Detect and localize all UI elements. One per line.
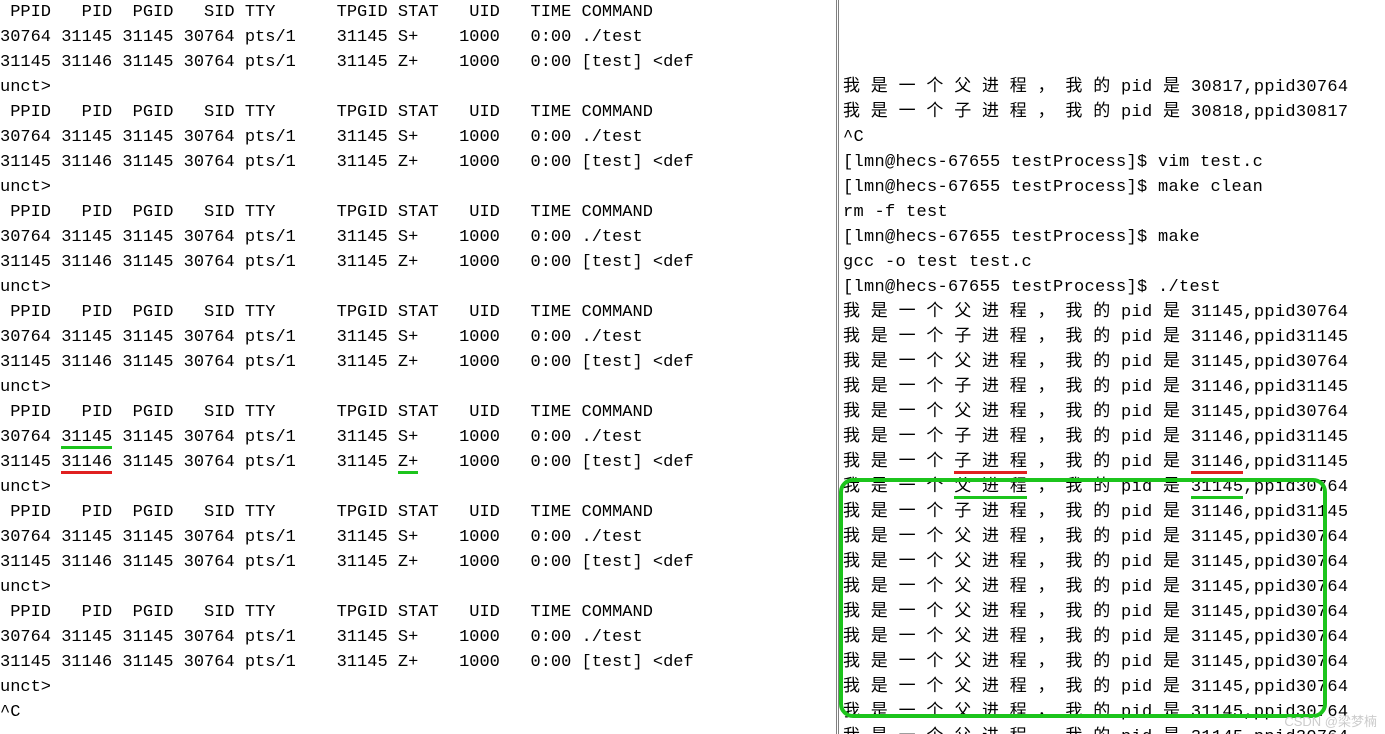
ps-row-parent: 30764 31145 31145 30764 pts/1 31145 S+ 1… <box>0 325 836 350</box>
txt: 我 是 一 个 <box>843 478 954 497</box>
ps-row-child: 31145 31146 31145 30764 pts/1 31145 Z+ 1… <box>0 50 836 75</box>
ps-cell: 31145 <box>0 453 61 472</box>
ps-header: PPID PID PGID SID TTY TPGID STAT UID TIM… <box>0 200 836 225</box>
proc-output-parent: 我 是 一 个 父 进 程 ， 我 的 pid 是 31145,ppid3076… <box>843 650 1385 675</box>
proc-output-parent: 我 是 一 个 父 进 程 ， 我 的 pid 是 31145,ppid3076… <box>843 675 1385 700</box>
proc-output-child: 我 是 一 个 子 进 程 ， 我 的 pid 是 31146,ppid3114… <box>843 500 1385 525</box>
ps-row-child: 31145 31146 31145 30764 pts/1 31145 Z+ 1… <box>0 250 836 275</box>
ps-row-wrap: unct> <box>0 375 836 400</box>
proc-output-parent: 我 是 一 个 父 进 程 ， 我 的 pid 是 31145,ppid3076… <box>843 550 1385 575</box>
proc-output-parent: 我 是 一 个 父 进 程 ， 我 的 pid 是 31145,ppid3076… <box>843 525 1385 550</box>
stat-zombie-highlight: Z+ <box>398 454 418 474</box>
shell-prompt: [lmn@hecs-67655 testProcess]$ vim test.c <box>843 150 1385 175</box>
ps-row-parent: 30764 31145 31145 30764 pts/1 31145 S+ 1… <box>0 625 836 650</box>
ps-header: PPID PID PGID SID TTY TPGID STAT UID TIM… <box>0 300 836 325</box>
ps-cell: 31145 30764 pts/1 31145 <box>112 453 398 472</box>
parent-pid-highlight: 31145 <box>1191 479 1244 499</box>
proc-output-child: 我 是 一 个 子 进 程 ， 我 的 pid 是 31146,ppid3114… <box>843 425 1385 450</box>
make-output: rm -f test <box>843 200 1385 225</box>
proc-output-parent-hl: 我 是 一 个 父 进 程 ， 我 的 pid 是 31145,ppid3076… <box>843 475 1385 500</box>
ps-cell: 1000 0:00 [test] <def <box>418 453 693 472</box>
ps-row-wrap: unct> <box>0 75 836 100</box>
ps-row-wrap: unct> <box>0 575 836 600</box>
ctrl-c: ^C <box>0 700 836 725</box>
proc-output-parent: 我 是 一 个 父 进 程 ， 我 的 pid 是 31145,ppid3076… <box>843 300 1385 325</box>
proc-output-child: 我 是 一 个 子 进 程 ， 我 的 pid 是 30818,ppid3081… <box>843 100 1385 125</box>
proc-output-parent: 我 是 一 个 父 进 程 ， 我 的 pid 是 31145,ppid3076… <box>843 350 1385 375</box>
ps-header: PPID PID PGID SID TTY TPGID STAT UID TIM… <box>0 400 836 425</box>
proc-output-child-hl: 我 是 一 个 子 进 程 ， 我 的 pid 是 31146,ppid3114… <box>843 450 1385 475</box>
child-pid-highlight: 31146 <box>1191 454 1244 474</box>
ps-row-wrap: unct> <box>0 275 836 300</box>
proc-output-parent: 我 是 一 个 父 进 程 ， 我 的 pid 是 31145,ppid3076… <box>843 625 1385 650</box>
shell-prompt: [lmn@hecs-67655 testProcess]$ make <box>843 225 1385 250</box>
parent-word-highlight: 父 进 程 <box>954 479 1027 499</box>
terminal-line: 30764 31145 31145 30764 pts/1 31145 S+ 1… <box>0 425 836 450</box>
ps-row-parent: 30764 31145 31145 30764 pts/1 31145 S+ 1… <box>0 125 836 150</box>
ctrl-c: ^C <box>843 125 1385 150</box>
ps-cell: 31145 30764 pts/1 31145 <box>112 428 398 447</box>
ps-header: PPID PID PGID SID TTY TPGID STAT UID TIM… <box>0 600 836 625</box>
ps-row-parent: 30764 31145 31145 30764 pts/1 31145 S+ 1… <box>0 25 836 50</box>
txt: ,ppid31145 <box>1243 453 1348 472</box>
ps-row-wrap: unct> <box>0 175 836 200</box>
shell-prompt: [lmn@hecs-67655 testProcess]$ make clean <box>843 175 1385 200</box>
proc-output-parent: 我 是 一 个 父 进 程 ， 我 的 pid 是 31145,ppid3076… <box>843 400 1385 425</box>
ps-row-child: 31145 31146 31145 30764 pts/1 31145 Z+ 1… <box>0 150 836 175</box>
ps-header: PPID PID PGID SID TTY TPGID STAT UID TIM… <box>0 0 836 25</box>
ps-row-parent: 30764 31145 31145 30764 pts/1 31145 S+ 1… <box>0 525 836 550</box>
pid-child-highlight: 31146 <box>61 454 112 474</box>
txt: ， 我 的 pid 是 <box>1027 453 1191 472</box>
ps-header: PPID PID PGID SID TTY TPGID STAT UID TIM… <box>0 500 836 525</box>
pid-parent-highlight: 31145 <box>61 429 112 449</box>
right-terminal-pane: 我 是 一 个 父 进 程 ， 我 的 pid 是 30817,ppid3076… <box>839 0 1385 734</box>
left-terminal-pane: PPID PID PGID SID TTY TPGID STAT UID TIM… <box>0 0 839 734</box>
ps-header: PPID PID PGID SID TTY TPGID STAT UID TIM… <box>0 100 836 125</box>
ps-row-wrap: unct> <box>0 475 836 500</box>
txt: ,ppid30764 <box>1243 478 1348 497</box>
stat-cell: S+ <box>398 428 418 447</box>
terminal-line: 31145 31146 31145 30764 pts/1 31145 Z+ 1… <box>0 450 836 475</box>
ps-cell: 1000 0:00 ./test <box>418 428 642 447</box>
ps-cell: 30764 <box>0 428 61 447</box>
ps-row-child: 31145 31146 31145 30764 pts/1 31145 Z+ 1… <box>0 350 836 375</box>
ps-row-parent: 30764 31145 31145 30764 pts/1 31145 S+ 1… <box>0 225 836 250</box>
shell-prompt: [lmn@hecs-67655 testProcess]$ ./test <box>843 275 1385 300</box>
child-word-highlight: 子 进 程 <box>954 454 1027 474</box>
proc-output-child: 我 是 一 个 子 进 程 ， 我 的 pid 是 31146,ppid3114… <box>843 325 1385 350</box>
proc-output-parent: 我 是 一 个 父 进 程 ， 我 的 pid 是 31145,ppid3076… <box>843 600 1385 625</box>
watermark: CSDN @梁梦楠 <box>1284 711 1377 730</box>
ps-row-child: 31145 31146 31145 30764 pts/1 31145 Z+ 1… <box>0 550 836 575</box>
txt: ， 我 的 pid 是 <box>1027 478 1191 497</box>
txt: 我 是 一 个 <box>843 453 954 472</box>
proc-output-child: 我 是 一 个 子 进 程 ， 我 的 pid 是 31146,ppid3114… <box>843 375 1385 400</box>
proc-output-parent: 我 是 一 个 父 进 程 ， 我 的 pid 是 31145,ppid3076… <box>843 575 1385 600</box>
proc-output-parent: 我 是 一 个 父 进 程 ， 我 的 pid 是 30817,ppid3076… <box>843 75 1385 100</box>
ps-row-wrap: unct> <box>0 675 836 700</box>
ps-row-child: 31145 31146 31145 30764 pts/1 31145 Z+ 1… <box>0 650 836 675</box>
make-output: gcc -o test test.c <box>843 250 1385 275</box>
